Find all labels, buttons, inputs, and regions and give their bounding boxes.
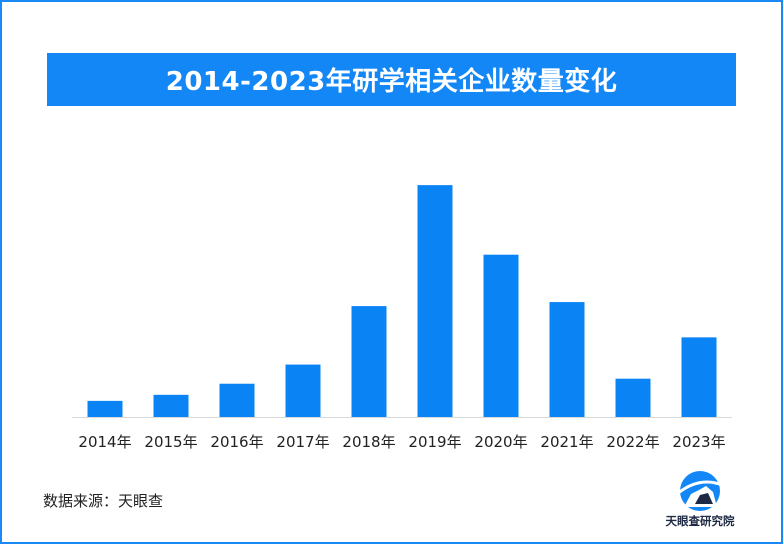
bar-2016年 — [219, 383, 255, 417]
x-tick-label: 2022年 — [606, 433, 659, 451]
x-tick-label: 2020年 — [474, 433, 527, 451]
x-tick-label: 2019年 — [408, 433, 461, 451]
bar-2020年 — [483, 254, 519, 417]
logo-label: 天眼查研究院 — [665, 514, 735, 528]
x-tick-label: 2018年 — [342, 433, 395, 451]
bar-2022年 — [615, 378, 651, 417]
x-tick-label: 2015年 — [144, 433, 197, 451]
bar-2014年 — [87, 400, 123, 417]
x-tick-labels: 2014年 2015年 2016年 2017年 2018年 2019年 2020年 2021年… — [78, 433, 725, 451]
title-banner: 2014-2023年研学相关企业数量变化 — [47, 53, 736, 106]
bar-2019年 — [417, 185, 453, 417]
tianyancha-logo-icon — [676, 471, 723, 511]
bars-group — [87, 185, 717, 417]
x-tick-label: 2014年 — [78, 433, 131, 451]
x-tick-label: 2016年 — [210, 433, 263, 451]
bar-2015年 — [153, 394, 189, 417]
data-source-note: 数据来源：天眼查 — [43, 492, 164, 510]
x-tick-label: 2021年 — [540, 433, 593, 451]
x-tick-label: 2017年 — [276, 433, 329, 451]
bar-2017年 — [285, 364, 321, 417]
bar-2021年 — [549, 302, 585, 417]
x-tick-label: 2023年 — [672, 433, 725, 451]
tianyancha-logo: 天眼查研究院 — [655, 468, 745, 534]
bar-2023年 — [681, 337, 717, 417]
bar-2018年 — [351, 306, 387, 417]
chart-title: 2014-2023年研学相关企业数量变化 — [165, 67, 618, 97]
